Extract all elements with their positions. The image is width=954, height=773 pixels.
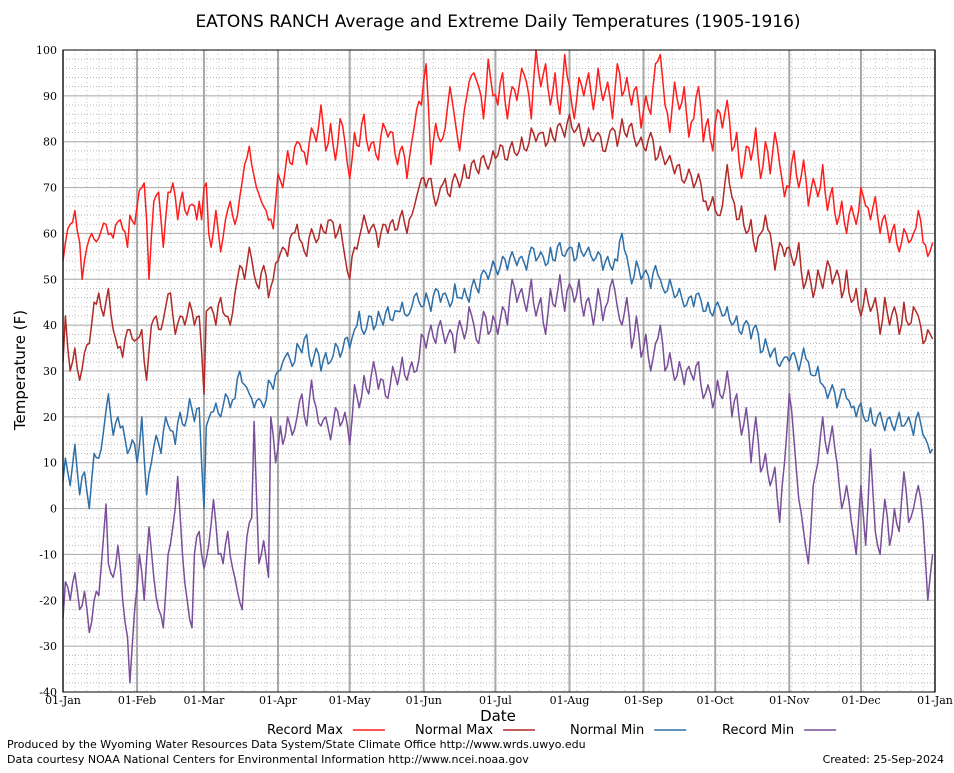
- y-tick-label: -20: [39, 594, 57, 607]
- x-tick-label: 01-Aug: [550, 694, 590, 707]
- y-tick-label: 70: [43, 182, 57, 195]
- y-tick-label: 90: [43, 90, 57, 103]
- y-axis-label: Temperature (F): [11, 310, 29, 431]
- x-axis-label: Date: [480, 707, 516, 725]
- grid: [62, 49, 936, 693]
- footer-created-date: Created: 25-Sep-2024: [823, 753, 944, 766]
- footer-credit-line2: Data courtesy NOAA National Centers for …: [7, 753, 529, 766]
- axes: -40 -30 -20 -10 0 10 20 30 40 50 60 70 80 90 100 01-Jan…: [36, 44, 953, 707]
- x-tick-label: 01-Jan: [917, 694, 953, 707]
- legend-label: Record Min: [722, 723, 794, 738]
- y-tick-label: 10: [43, 457, 57, 470]
- y-tick-label: 100: [36, 44, 57, 57]
- y-tick-label: -40: [39, 686, 57, 699]
- legend-label: Normal Max: [415, 723, 493, 738]
- y-tick-label: 30: [43, 365, 57, 378]
- x-tick-label: 01-Mar: [184, 694, 226, 707]
- series-line-record-min: [62, 273, 934, 684]
- series-line-record-max: [62, 49, 934, 281]
- y-tick-label: 40: [43, 319, 57, 332]
- x-tick-label: 01-Jun: [406, 694, 442, 707]
- x-tick-label: 01-Dec: [841, 694, 880, 707]
- x-tick-label: 01-Nov: [769, 694, 810, 707]
- x-tick-label: 01-Jan: [45, 694, 81, 707]
- chart-title: EATONS RANCH Average and Extreme Daily T…: [195, 12, 800, 32]
- y-tick-label: 60: [43, 227, 57, 240]
- series-line-normal-min: [62, 232, 934, 510]
- x-tick-label: 01-Apr: [259, 694, 298, 707]
- series-lines: [62, 49, 934, 684]
- y-tick-label: 50: [43, 273, 57, 286]
- y-tick-label: 20: [43, 411, 57, 424]
- x-tick-label: 01-Feb: [118, 694, 156, 707]
- legend: Record Max Normal Max Normal Min Record Min: [267, 723, 837, 738]
- y-tick-label: -30: [39, 640, 57, 653]
- x-tick-label: 01-May: [329, 694, 372, 707]
- x-tick-label: 01-Jul: [479, 694, 512, 707]
- y-tick-label: 0: [50, 503, 57, 516]
- legend-label: Normal Min: [570, 723, 644, 738]
- legend-label: Record Max: [267, 723, 343, 738]
- series-line-normal-max: [62, 113, 934, 395]
- y-tick-label: -10: [39, 548, 57, 561]
- y-tick-label: 80: [43, 136, 57, 149]
- x-tick-label: 01-Sep: [624, 694, 663, 707]
- plot-frame: [62, 49, 936, 693]
- x-tick-label: 01-Oct: [697, 694, 735, 707]
- footer-credit-line1: Produced by the Wyoming Water Resources …: [7, 738, 586, 751]
